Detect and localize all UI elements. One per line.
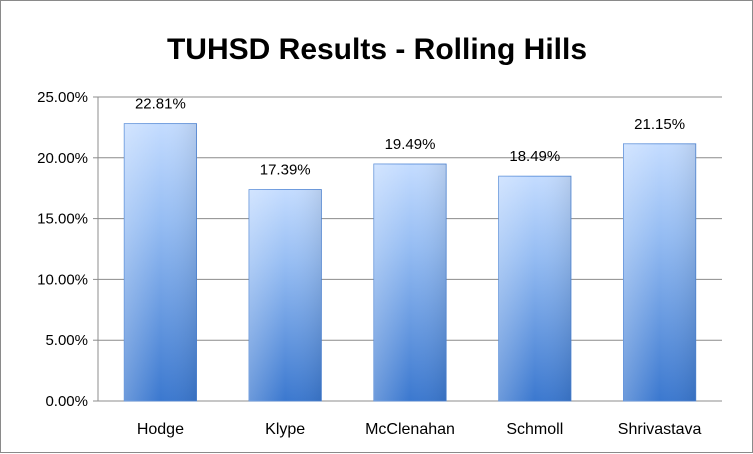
category-label: McClenahan [365,421,455,438]
category-label: Schmoll [506,421,563,438]
bar [248,189,322,402]
bar-highlight [623,143,696,402]
bar-highlight [373,164,447,401]
x-axis-category-labels: Hodge Klype McClenahan Schmoll Shrivastava [137,421,702,438]
category-label: Hodge [137,421,184,438]
y-tick-label: 10.00% [37,271,88,288]
y-axis-tick-labels: 0.00% 5.00% 10.00% 15.00% 20.00% 25.00% [37,89,88,410]
chart-title: TUHSD Results - Rolling Hills [167,33,587,66]
bars [123,123,697,402]
bar-highlight [498,176,571,401]
bar-highlight [124,123,197,401]
data-label: 18.49% [509,148,560,165]
bar [623,143,697,402]
category-label: Shrivastava [618,421,702,438]
y-tick-label: 20.00% [37,150,88,167]
data-label: 22.81% [135,96,186,113]
y-tick-label: 15.00% [37,211,88,228]
bar-highlight [249,189,322,401]
data-labels: 22.81% 17.39% 19.49% 18.49% 21.15% [135,96,685,179]
y-tick-label: 5.00% [45,332,88,349]
y-tick-label: 25.00% [37,89,88,106]
data-label: 17.39% [260,162,311,179]
y-tick-label: 0.00% [45,393,88,410]
bar [123,123,197,402]
bar [373,163,447,402]
data-label: 21.15% [634,116,685,133]
bar [498,175,572,402]
category-label: Klype [265,421,305,438]
data-label: 19.49% [385,136,436,153]
